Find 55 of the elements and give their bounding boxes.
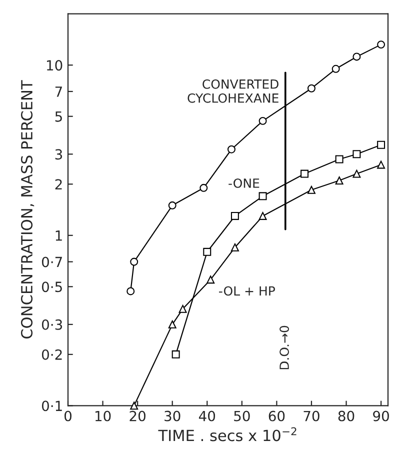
point bbox=[377, 140, 386, 149]
x-tick-label: 70 bbox=[304, 410, 320, 422]
x-tick-label: 30 bbox=[164, 410, 180, 422]
y-tick-label: 0·2 bbox=[42, 349, 62, 360]
point bbox=[168, 320, 176, 328]
x-tick-label: 90 bbox=[373, 410, 389, 422]
point bbox=[200, 184, 208, 192]
point bbox=[168, 201, 176, 210]
point bbox=[227, 145, 236, 154]
x-tick-label: 0 bbox=[64, 410, 72, 422]
annotation: CONVERTED CYCLOHEXANE bbox=[188, 79, 278, 103]
y-tick-label: 7 bbox=[55, 86, 62, 97]
point bbox=[126, 287, 135, 296]
point bbox=[352, 150, 361, 158]
x-axis-title: TIME . secs x 10$^{−2}$ bbox=[158, 427, 296, 442]
point bbox=[206, 276, 215, 284]
point bbox=[230, 243, 239, 252]
ref-line-label: D.O.→0 bbox=[280, 326, 290, 370]
y-tick-label: 0·3 bbox=[42, 319, 62, 330]
point bbox=[307, 84, 316, 92]
point bbox=[335, 176, 344, 185]
annotation: -OL + HP bbox=[219, 286, 275, 296]
point bbox=[172, 350, 180, 358]
point bbox=[300, 170, 309, 178]
y-tick-label: 5 bbox=[55, 112, 62, 122]
point bbox=[332, 64, 340, 73]
y-tick-label: 0·5 bbox=[42, 282, 62, 292]
point bbox=[307, 186, 316, 194]
point bbox=[258, 192, 267, 200]
point bbox=[258, 212, 267, 220]
y-tick-label: 2 bbox=[55, 179, 62, 190]
y-tick-label: 1 bbox=[56, 230, 62, 241]
x-tick-label: 80 bbox=[338, 410, 354, 422]
x-tick-label: 40 bbox=[198, 410, 216, 422]
y-tick-label: 3 bbox=[55, 149, 62, 160]
point bbox=[335, 155, 344, 164]
x-tick-label: 10 bbox=[95, 410, 111, 422]
point bbox=[258, 116, 267, 125]
y-tick-label: 10 bbox=[46, 60, 62, 71]
y-tick-label: 0·7 bbox=[42, 256, 62, 268]
point bbox=[377, 40, 386, 49]
x-tick-label: 50 bbox=[234, 410, 250, 422]
point bbox=[230, 212, 239, 220]
point bbox=[130, 258, 138, 266]
point bbox=[377, 160, 386, 169]
x-tick-label: 60 bbox=[268, 410, 285, 422]
y-tick-label: 0·1 bbox=[42, 400, 62, 412]
annotation: -ONE bbox=[228, 178, 260, 188]
point bbox=[130, 402, 138, 410]
x-tick-label: 20 bbox=[130, 410, 146, 422]
point bbox=[352, 170, 361, 178]
point bbox=[352, 52, 361, 61]
y-axis-title: CONCENTRATION, MASS PERCENT bbox=[20, 80, 34, 338]
point bbox=[178, 304, 187, 313]
point bbox=[203, 248, 212, 256]
